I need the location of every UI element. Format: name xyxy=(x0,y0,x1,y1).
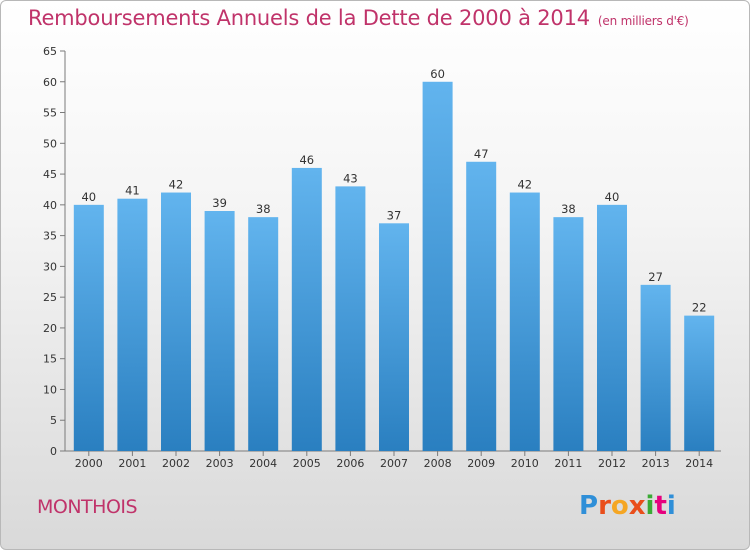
x-tick-label: 2011 xyxy=(554,457,582,470)
proxiti-logo: Proxiti xyxy=(579,491,676,521)
data-label: 46 xyxy=(299,153,314,167)
x-tick-label: 2001 xyxy=(118,457,146,470)
chart-title-text: Remboursements Annuels de la Dette de 20… xyxy=(28,6,590,30)
data-label: 42 xyxy=(169,178,184,192)
data-label: 41 xyxy=(125,184,140,198)
bar xyxy=(379,223,409,451)
y-tick-label: 45 xyxy=(43,168,57,181)
bar xyxy=(204,211,235,451)
y-tick-label: 40 xyxy=(43,199,57,212)
bar xyxy=(117,198,148,451)
bar xyxy=(422,81,453,452)
y-tick-label: 0 xyxy=(50,445,57,458)
y-tick-label: 15 xyxy=(43,353,57,366)
data-label: 38 xyxy=(256,202,271,216)
bar xyxy=(161,192,191,452)
y-tick-label: 50 xyxy=(43,137,57,150)
chart-title: Remboursements Annuels de la Dette de 20… xyxy=(28,6,689,30)
y-tick-label: 60 xyxy=(43,76,57,89)
bar xyxy=(509,192,540,452)
bar xyxy=(466,161,497,451)
y-tick-label: 35 xyxy=(43,230,57,243)
bar xyxy=(335,186,366,451)
data-label: 22 xyxy=(692,301,707,315)
x-tick-label: 2010 xyxy=(511,457,539,470)
bar xyxy=(597,204,627,451)
data-label: 27 xyxy=(648,270,663,284)
y-tick-label: 25 xyxy=(43,291,57,304)
data-label: 40 xyxy=(81,190,96,204)
x-tick-label: 2006 xyxy=(336,457,364,470)
data-label: 37 xyxy=(387,208,402,222)
data-label: 38 xyxy=(561,202,576,216)
y-tick-label: 5 xyxy=(50,414,57,427)
data-label: 47 xyxy=(474,147,489,161)
data-label: 43 xyxy=(343,171,358,185)
bar xyxy=(291,167,322,451)
x-tick-label: 2009 xyxy=(467,457,495,470)
data-label: 40 xyxy=(605,190,620,204)
y-tick-label: 55 xyxy=(43,107,57,120)
x-tick-label: 2000 xyxy=(75,457,103,470)
x-tick-label: 2003 xyxy=(206,457,234,470)
data-label: 42 xyxy=(517,178,532,192)
x-tick-label: 2004 xyxy=(249,457,277,470)
x-tick-label: 2008 xyxy=(424,457,452,470)
bar xyxy=(248,217,279,451)
y-tick-label: 30 xyxy=(43,260,57,273)
data-label: 39 xyxy=(212,196,227,210)
y-tick-label: 20 xyxy=(43,322,57,335)
commune-name: MONTHOIS xyxy=(37,496,138,518)
x-tick-label: 2014 xyxy=(685,457,713,470)
bar xyxy=(73,204,104,451)
y-tick-label: 65 xyxy=(43,45,57,58)
bar xyxy=(553,217,584,451)
x-tick-label: 2013 xyxy=(642,457,670,470)
y-tick-label: 10 xyxy=(43,383,57,396)
x-tick-label: 2005 xyxy=(293,457,321,470)
data-label: 60 xyxy=(430,67,445,81)
x-tick-label: 2012 xyxy=(598,457,626,470)
x-tick-label: 2007 xyxy=(380,457,408,470)
x-tick-label: 2002 xyxy=(162,457,190,470)
bar xyxy=(640,284,671,451)
bar xyxy=(684,315,715,451)
chart-unit: (en milliers d'€) xyxy=(597,14,689,28)
